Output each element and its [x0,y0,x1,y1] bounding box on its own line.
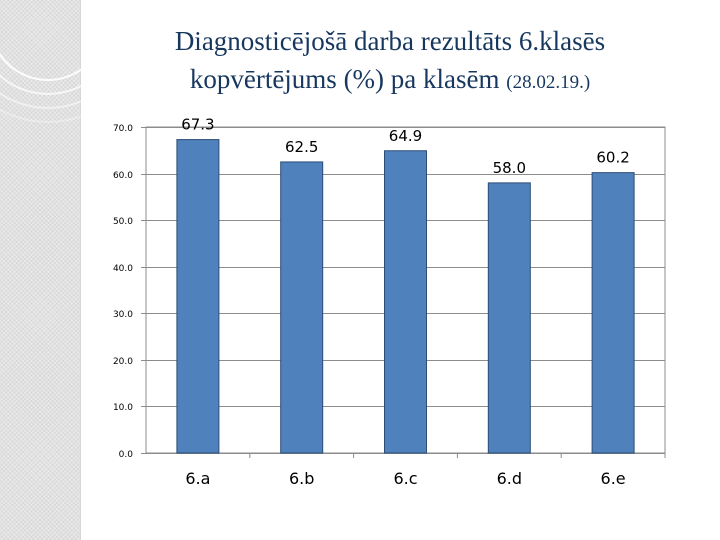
slide-title: Diagnosticējošā darba rezultāts 6.klasēs… [100,22,680,102]
decorative-arcs [0,0,149,123]
title-main-text: kopvērtējums (%) pa klasēm [189,64,507,94]
bar [384,150,427,454]
y-tick-label: 40.0 [113,264,133,274]
y-tick-label: 70.0 [113,124,133,134]
bar [176,139,220,454]
x-tick-label: 6.b [289,469,314,488]
bar [591,172,635,454]
x-tick-label: 6.e [601,469,626,488]
bar [487,182,531,454]
x-tick-label: 6.d [497,469,522,488]
y-tick-label: 10.0 [113,403,133,413]
title-date: (28.02.19.) [506,72,591,93]
data-label: 62.5 [285,138,318,156]
y-tick-label: 30.0 [113,310,133,320]
data-label: 64.9 [389,127,422,145]
y-tick-label: 60.0 [113,171,133,181]
title-line-2: kopvērtējums (%) pa klasēm (28.02.19.) [100,60,680,102]
y-tick-label: 0.0 [119,450,134,460]
data-label: 58.0 [493,159,526,177]
y-tick-label: 50.0 [113,217,133,227]
data-label: 60.2 [596,149,629,167]
data-label: 67.3 [181,116,214,134]
title-line-1: Diagnosticējošā darba rezultāts 6.klasēs [174,26,606,56]
x-tick-label: 6.c [393,469,417,488]
bar [280,161,324,454]
x-tick-label: 6.a [185,469,210,488]
decorative-side-panel [0,0,81,540]
y-tick-label: 20.0 [113,357,133,367]
